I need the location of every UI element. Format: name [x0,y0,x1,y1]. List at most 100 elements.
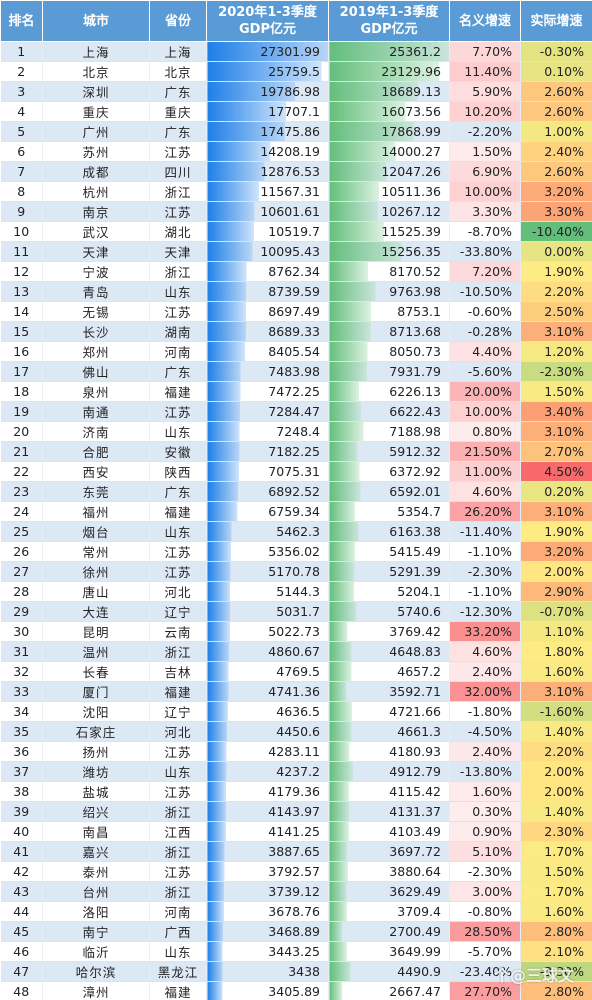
cell-province: 山东 [149,521,207,542]
cell-gdp-2019: 5204.1 [328,581,450,602]
cell-gdp-2019: 8713.68 [328,321,450,342]
cell-rank: 33 [0,681,43,702]
table-row: 18 泉州 福建 7472.25 6226.13 20.00% 1.50% [0,381,592,402]
cell-nominal-growth: -12.30% [449,601,521,622]
table-row: 7 成都 四川 12876.53 12047.26 6.90% 2.60% [0,161,592,182]
table-row: 43 台州 浙江 3739.12 3629.49 3.00% 1.70% [0,881,592,902]
header-gdp-2019: 2019年1-3季度 GDP亿元 [328,0,450,42]
cell-rank: 42 [0,861,43,882]
cell-real-growth: 1.60% [520,661,592,682]
cell-gdp-2019: 4490.9 [328,961,450,982]
cell-gdp-2020: 8405.54 [206,341,329,362]
watermark-text: 个@三球文 [493,966,574,985]
cell-gdp-2019: 25361.2 [328,41,450,62]
cell-rank: 21 [0,441,43,462]
cell-province: 河北 [149,581,207,602]
cell-city: 广州 [42,121,150,142]
cell-gdp-2020: 19786.98 [206,81,329,102]
cell-city: 合肥 [42,441,150,462]
cell-real-growth: 0.00% [520,241,592,262]
cell-gdp-2019: 4103.49 [328,821,450,842]
table-row: 1 上海 上海 27301.99 25361.2 7.70% -0.30% [0,41,592,62]
cell-gdp-2019: 18689.13 [328,81,450,102]
cell-real-growth: 3.10% [520,681,592,702]
cell-city: 福州 [42,501,150,522]
cell-nominal-growth: -4.50% [449,721,521,742]
cell-province: 福建 [149,381,207,402]
cell-gdp-2020: 11567.31 [206,181,329,202]
cell-gdp-2020: 3739.12 [206,881,329,902]
cell-rank: 23 [0,481,43,502]
cell-gdp-2020: 12876.53 [206,161,329,182]
header-city: 城市 [42,0,150,42]
table-row: 39 绍兴 浙江 4143.97 4131.37 0.30% 1.40% [0,801,592,822]
table-row: 5 广州 广东 17475.86 17868.99 -2.20% 1.00% [0,121,592,142]
cell-province: 江苏 [149,781,207,802]
cell-gdp-2020: 3678.76 [206,901,329,922]
cell-real-growth: 1.90% [520,521,592,542]
cell-nominal-growth: -23.40% [449,961,521,982]
cell-gdp-2019: 4661.3 [328,721,450,742]
cell-rank: 15 [0,321,43,342]
cell-gdp-2019: 17868.99 [328,121,450,142]
header-nominal-growth: 名义增速 [449,0,521,42]
table-row: 9 南京 江苏 10601.61 10267.12 3.30% 3.30% [0,201,592,222]
cell-real-growth: 4.50% [520,461,592,482]
table-row: 38 盐城 江苏 4179.36 4115.42 1.60% 2.00% [0,781,592,802]
cell-city: 西安 [42,461,150,482]
cell-city: 扬州 [42,741,150,762]
cell-nominal-growth: 4.60% [449,481,521,502]
table-row: 25 烟台 山东 5462.3 6163.38 -11.40% 1.90% [0,521,592,542]
cell-gdp-2020: 10519.7 [206,221,329,242]
cell-gdp-2020: 3438 [206,961,329,982]
cell-gdp-2019: 10267.12 [328,201,450,222]
cell-rank: 39 [0,801,43,822]
cell-gdp-2019: 3592.71 [328,681,450,702]
cell-nominal-growth: 2.40% [449,741,521,762]
cell-province: 浙江 [149,801,207,822]
cell-province: 广东 [149,81,207,102]
cell-city: 泰州 [42,861,150,882]
table-row: 27 徐州 江苏 5170.78 5291.39 -2.30% 2.00% [0,561,592,582]
cell-city: 石家庄 [42,721,150,742]
cell-real-growth: 2.20% [520,741,592,762]
cell-nominal-growth: -8.70% [449,221,521,242]
table-row: 3 深圳 广东 19786.98 18689.13 5.90% 2.60% [0,81,592,102]
cell-province: 河南 [149,901,207,922]
cell-nominal-growth: 4.40% [449,341,521,362]
cell-city: 郑州 [42,341,150,362]
cell-city: 上海 [42,41,150,62]
cell-real-growth: 2.20% [520,281,592,302]
cell-city: 盐城 [42,781,150,802]
cell-city: 烟台 [42,521,150,542]
cell-city: 泉州 [42,381,150,402]
cell-rank: 3 [0,81,43,102]
cell-gdp-2019: 11525.39 [328,221,450,242]
cell-gdp-2020: 3443.25 [206,941,329,962]
cell-nominal-growth: 33.20% [449,621,521,642]
cell-city: 漳州 [42,981,150,1000]
cell-gdp-2019: 4721.66 [328,701,450,722]
cell-gdp-2019: 3880.64 [328,861,450,882]
cell-gdp-2019: 4180.93 [328,741,450,762]
cell-rank: 44 [0,901,43,922]
cell-real-growth: 2.90% [520,581,592,602]
cell-real-growth: 1.00% [520,121,592,142]
cell-gdp-2020: 4636.5 [206,701,329,722]
header-gdp-2020: 2020年1-3季度 GDP亿元 [206,0,329,42]
cell-real-growth: 1.60% [520,901,592,922]
cell-province: 江苏 [149,561,207,582]
header-real-growth: 实际增速 [520,0,592,42]
cell-city: 济南 [42,421,150,442]
table-row: 30 昆明 云南 5022.73 3769.42 33.20% 1.10% [0,621,592,642]
cell-province: 吉林 [149,661,207,682]
cell-province: 江苏 [149,861,207,882]
cell-rank: 10 [0,221,43,242]
cell-gdp-2020: 8739.59 [206,281,329,302]
cell-real-growth: -2.30% [520,361,592,382]
cell-city: 昆明 [42,621,150,642]
cell-city: 洛阳 [42,901,150,922]
cell-rank: 47 [0,961,43,982]
cell-rank: 45 [0,921,43,942]
table-row: 46 临沂 山东 3443.25 3649.99 -5.70% 2.10% [0,941,592,962]
